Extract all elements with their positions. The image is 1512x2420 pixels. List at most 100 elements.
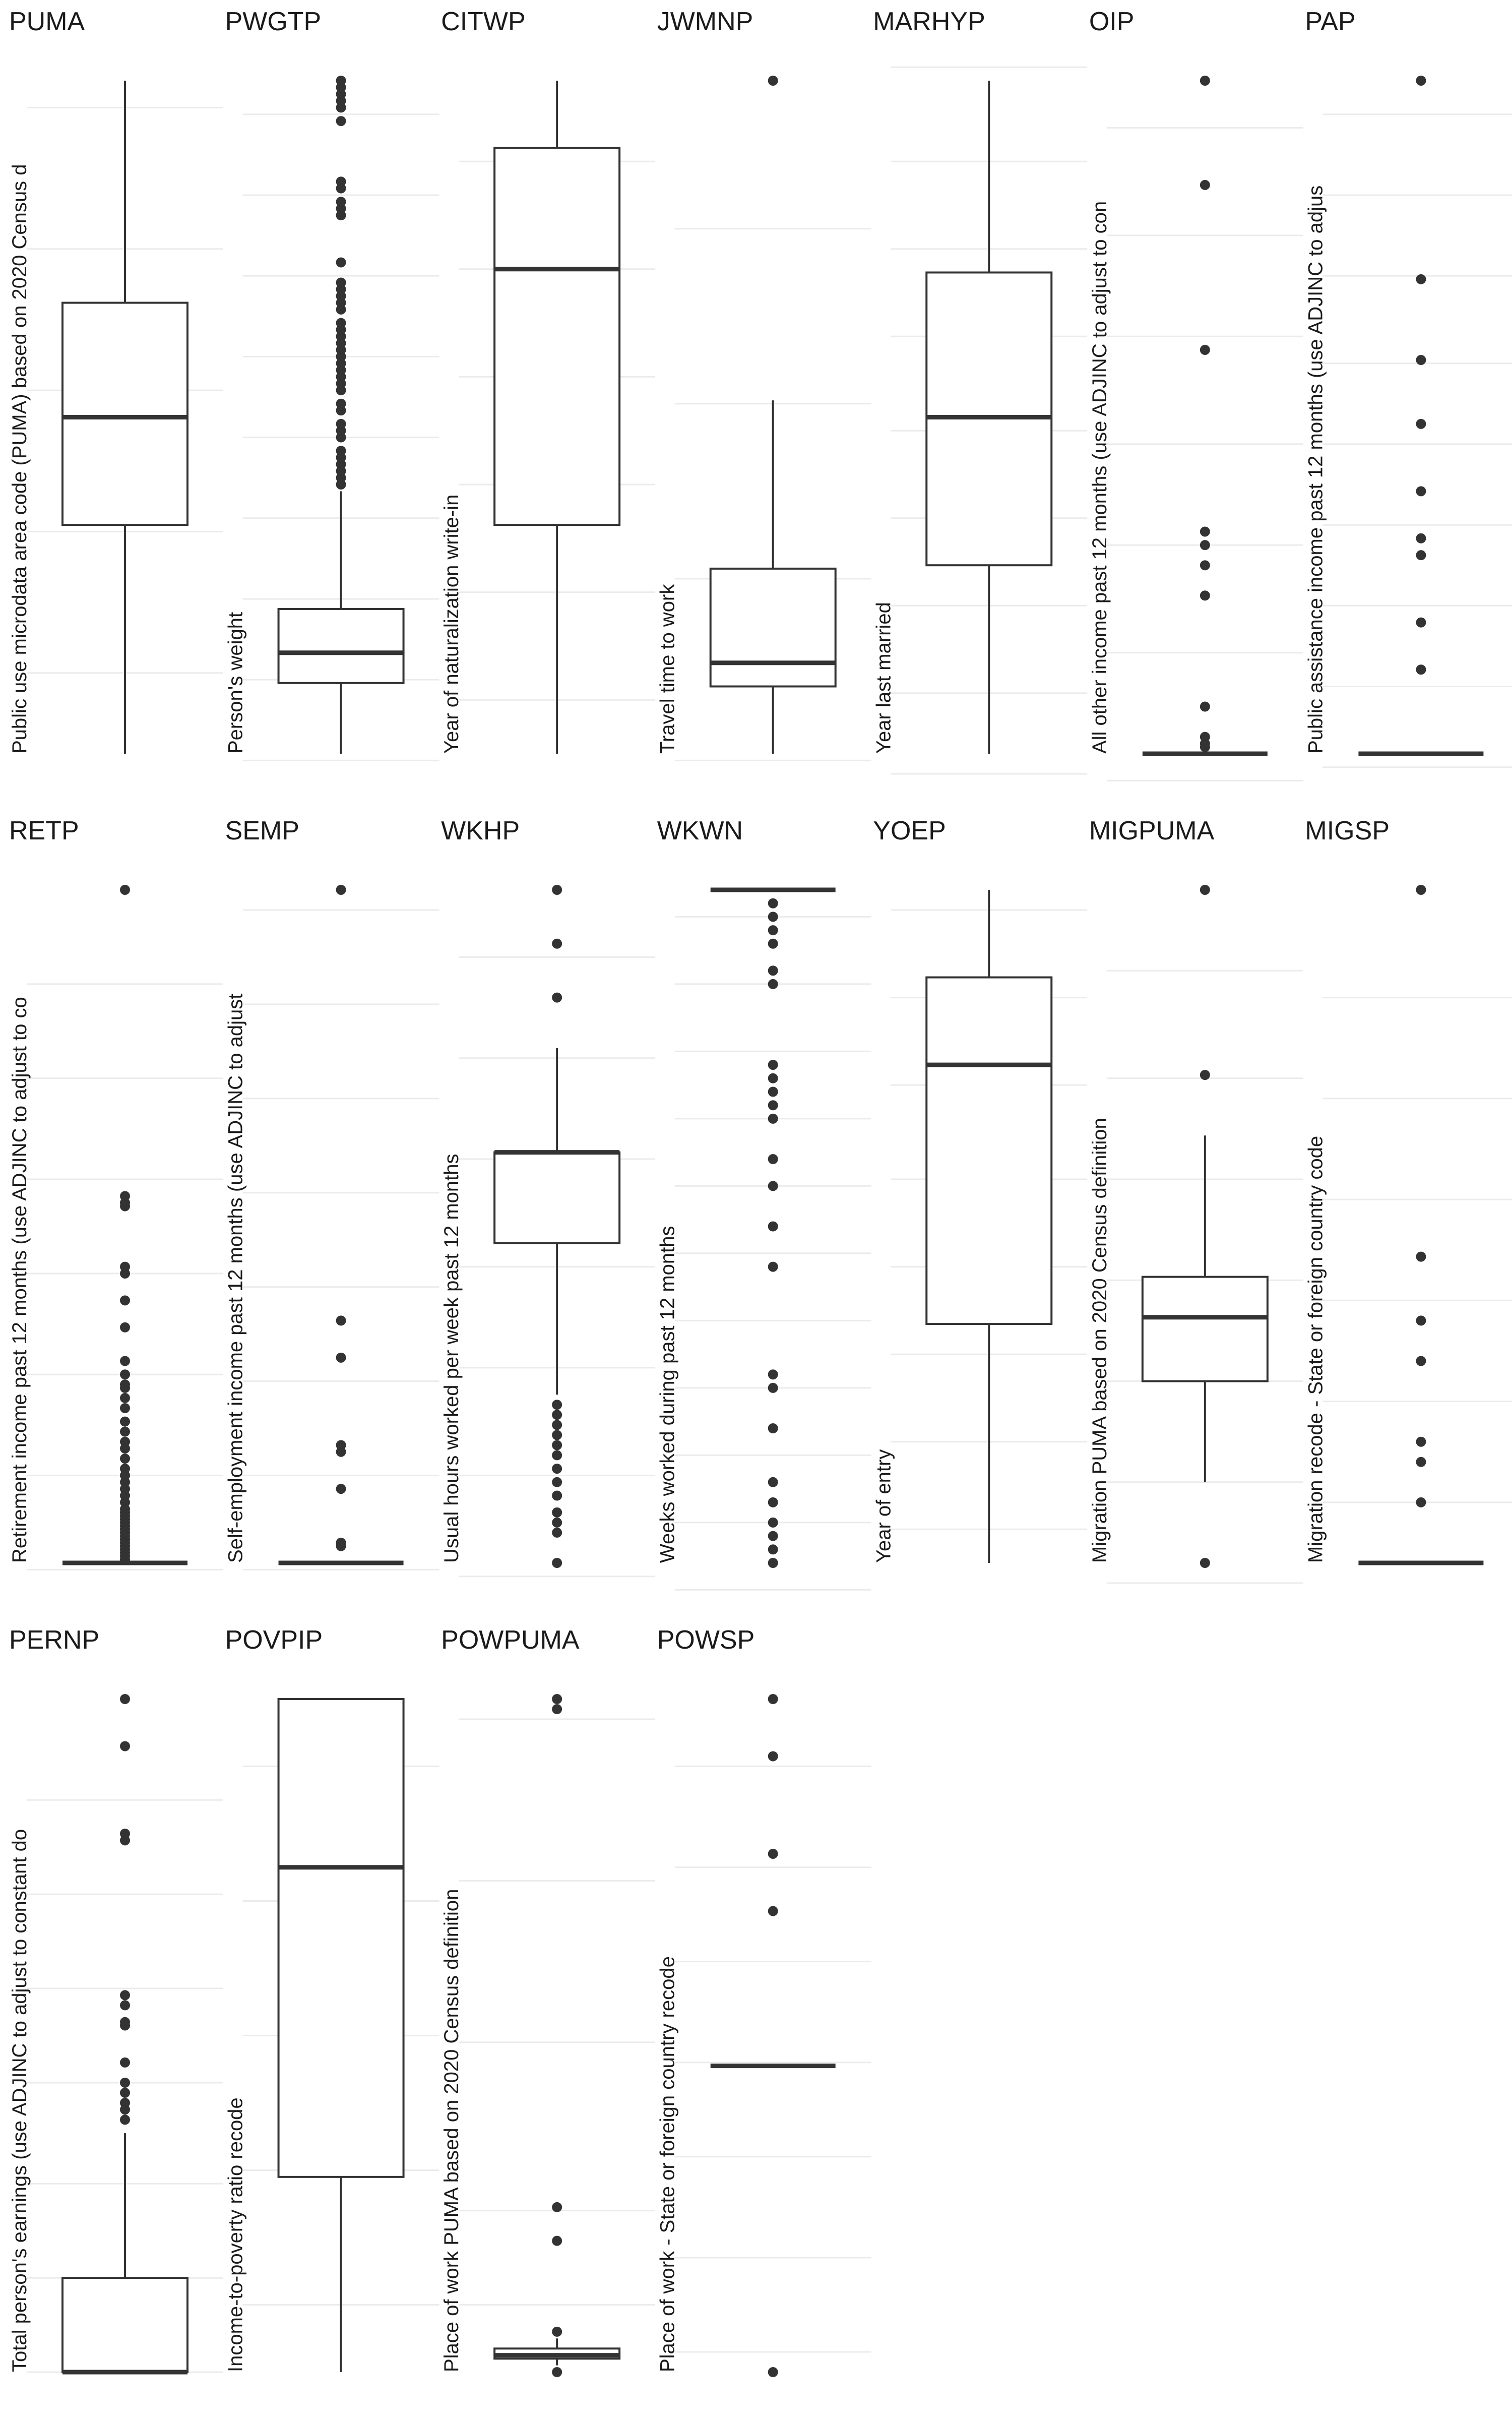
outlier-point [120,1741,130,1751]
panel-title: MIGSP [1305,816,1390,845]
outlier-point [336,318,346,328]
outlier-point [768,979,778,989]
outlier-point [1416,418,1426,429]
outlier-point [1416,617,1426,628]
outlier-point [120,2017,130,2027]
outlier-point [1200,345,1210,355]
y-axis-label: Migration PUMA based on 2020 Census defi… [1089,1118,1111,1563]
y-axis-label: Migration recode - State or foreign coun… [1304,1136,1327,1563]
outlier-point [120,2000,130,2011]
outlier-point [120,1990,130,2001]
outlier-point [552,1704,562,1715]
y-axis-label: Usual hours worked per week past 12 mont… [440,1154,463,1563]
outlier-point [552,2367,562,2377]
box [709,567,837,688]
outlier-point [768,1477,778,1487]
outlier-point [768,1906,778,1916]
panel-wkwn: WKWN Weeks worked during past 12 months [657,816,871,1591]
outlier-point [120,1191,130,1201]
outlier-point [768,1086,778,1097]
outlier-point [768,912,778,922]
outlier-point [120,885,130,895]
outlier-point [120,1454,130,1464]
outlier-point [552,1490,562,1501]
outlier-point [336,1440,346,1450]
box [61,301,188,526]
panel-citwp: CITWP Year of naturalization write-in [440,7,656,754]
panel-title: POWSP [657,1625,755,1655]
panel-title: PAP [1305,7,1355,36]
outlier-point [768,1073,778,1083]
panel-title: MIGPUMA [1089,816,1215,845]
panel-title: PUMA [9,7,85,36]
outlier-point [120,1829,130,1839]
panel-title: POWPUMA [441,1625,580,1655]
outlier-point [1200,76,1210,86]
outlier-point [1416,533,1426,543]
outlier-point [552,938,562,949]
outlier-point [336,1537,346,1548]
y-axis-label: Travel time to work [657,584,679,754]
y-axis-label: Year last married [872,602,895,754]
outlier-point [768,1517,778,1528]
outlier-point [768,1694,778,1704]
outlier-point [120,1356,130,1366]
panel-semp: SEMP Self-employment income past 12 month… [225,816,439,1570]
outlier-point [768,1100,778,1111]
outlier-point [768,2367,778,2377]
outlier-point [1200,885,1210,895]
y-axis-label: Place of work PUMA based on 2020 Census … [440,1889,463,2372]
outlier-point [768,1382,778,1393]
outlier-point [1416,1315,1426,1326]
outlier-point [768,1261,778,1272]
outlier-point [336,76,346,86]
outlier-point [120,1436,130,1447]
outlier-point [120,1261,130,1272]
outlier-point [768,1558,778,1568]
outlier-point [120,1295,130,1306]
outlier-point [768,1751,778,1762]
outlier-point [768,1423,778,1433]
panel-migpuma: MIGPUMA Migration PUMA based on 2020 Cens… [1089,816,1303,1584]
outlier-point [1200,590,1210,601]
outlier-point [1416,1356,1426,1366]
box [493,1151,621,1244]
panel-migsp: MIGSP Migration recode - State or foreign… [1304,816,1512,1565]
outlier-point [768,1849,778,1859]
outlier-point [1200,540,1210,551]
outlier-point [1416,486,1426,497]
panel-puma: PUMA Public use microdata area code (PUMA… [9,7,223,754]
outlier-point [1200,179,1210,190]
outlier-point [768,1113,778,1124]
outlier-point [1416,76,1426,86]
panel-jwmnp: JWMNP Travel time to work [657,7,871,761]
outlier-point [336,398,346,409]
panel-title: SEMP [225,816,299,845]
y-axis-label: Weeks worked during past 12 months [657,1226,679,1563]
outlier-point [1416,1457,1426,1467]
outlier-point [768,1181,778,1191]
outlier-point [552,1517,562,1528]
outlier-point [120,1379,130,1390]
outlier-point [1200,1070,1210,1080]
outlier-point [768,1154,778,1164]
outlier-point [1416,1497,1426,1507]
y-axis-label: Public assistance income past 12 months … [1304,186,1327,754]
outlier-point [120,1426,130,1437]
y-axis-label: Year of naturalization write-in [440,495,463,754]
outlier-point [552,1507,562,1518]
panel-title: YOEP [873,816,946,845]
box [61,2277,188,2374]
outlier-point [552,1464,562,1474]
outlier-point [768,898,778,909]
outlier-point [552,1694,562,1704]
outlier-point [552,1450,562,1461]
outlier-point [768,1060,778,1070]
outlier-point [336,1315,346,1326]
outlier-point [768,925,778,936]
outlier-point [120,1322,130,1333]
outlier-point [552,1400,562,1410]
outlier-point [120,1403,130,1413]
outlier-point [336,1484,346,1494]
outlier-point [552,1430,562,1440]
